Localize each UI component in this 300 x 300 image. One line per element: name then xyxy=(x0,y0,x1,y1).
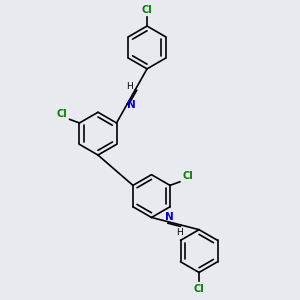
Text: N: N xyxy=(127,100,136,110)
Text: Cl: Cl xyxy=(194,284,204,294)
Text: H: H xyxy=(126,82,133,91)
Text: Cl: Cl xyxy=(182,171,193,181)
Text: N: N xyxy=(165,212,174,222)
Text: H: H xyxy=(176,228,182,237)
Text: Cl: Cl xyxy=(56,109,67,119)
Text: Cl: Cl xyxy=(142,5,152,15)
